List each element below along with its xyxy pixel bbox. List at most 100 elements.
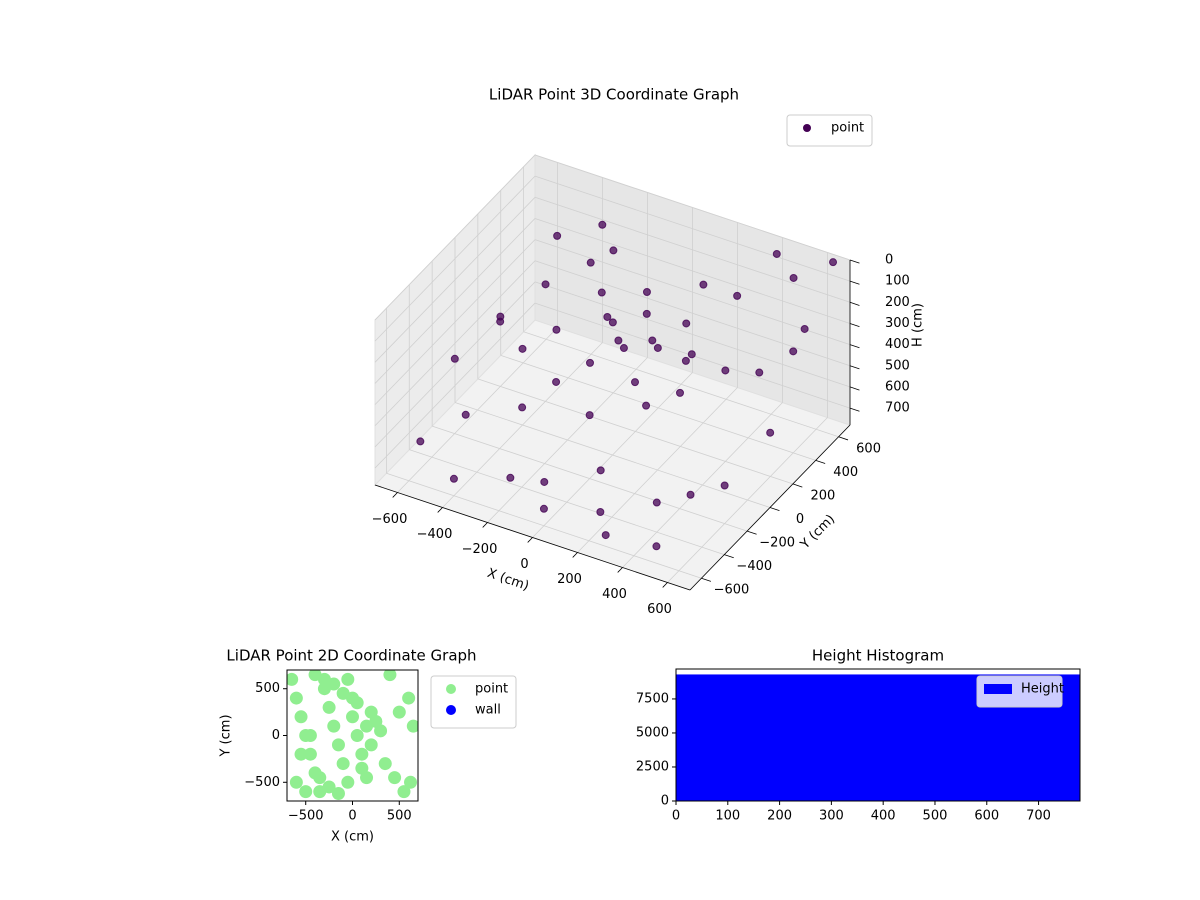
y-axis-line <box>689 424 851 591</box>
data-point <box>287 672 299 686</box>
data-point <box>541 280 550 289</box>
data-point <box>539 504 548 513</box>
data-point <box>642 401 651 410</box>
tick-mark <box>662 582 668 588</box>
legend-label: wall <box>475 703 501 718</box>
data-point <box>585 411 594 420</box>
tick-mark <box>392 492 398 498</box>
y-tick-label: −200 <box>759 536 795 551</box>
x-tick-label: −600 <box>372 512 408 527</box>
tick-mark <box>849 407 860 412</box>
data-point <box>586 358 594 367</box>
data-point <box>789 273 798 282</box>
y-tick-label: 400 <box>833 465 858 480</box>
data-point <box>552 377 561 386</box>
grid-line <box>409 449 725 556</box>
grid-line <box>500 354 816 461</box>
data-point <box>313 771 327 785</box>
data-point <box>653 343 662 352</box>
data-point <box>766 428 775 437</box>
data-point <box>596 466 605 475</box>
grid-line <box>534 196 851 303</box>
legend-marker <box>446 705 456 715</box>
x-tick-label: 500 <box>387 809 412 824</box>
data-point <box>699 280 708 289</box>
z-tick-label: 700 <box>885 401 910 416</box>
data-point <box>402 691 416 705</box>
tick-mark <box>792 483 803 488</box>
data-point <box>331 787 345 801</box>
data-point <box>364 738 378 752</box>
x-tick-label: −400 <box>417 527 453 542</box>
grid-line <box>374 239 536 405</box>
grid-line <box>374 218 536 384</box>
data-point <box>586 258 595 267</box>
data-point <box>800 324 809 333</box>
data-point <box>601 531 610 540</box>
grid-line <box>374 302 536 469</box>
data-point <box>553 231 562 240</box>
x-axis-line <box>374 484 691 591</box>
grid-line <box>534 154 851 261</box>
tick-mark <box>849 323 860 327</box>
data-point <box>322 700 336 714</box>
tick-mark <box>849 301 860 306</box>
data-point <box>608 318 617 327</box>
legend-marker <box>803 124 811 132</box>
tick-mark <box>849 365 860 370</box>
x-tick-label: 0 <box>520 557 528 572</box>
data-point <box>355 747 369 761</box>
z-tick-label: 500 <box>885 358 910 373</box>
legend-label: point <box>475 682 508 697</box>
grid-line <box>534 281 851 388</box>
tick-mark <box>849 280 860 285</box>
z-tick-label: 100 <box>885 274 910 289</box>
grid-line <box>374 260 536 427</box>
x-tick-label: −500 <box>288 809 324 824</box>
data-point <box>299 785 313 799</box>
legend-marker <box>446 684 456 694</box>
data-point <box>720 481 729 490</box>
data-point <box>596 508 605 517</box>
x-tick-label: 600 <box>974 809 999 824</box>
data-point <box>294 710 308 724</box>
tick-mark <box>724 554 734 559</box>
data-point <box>327 719 341 733</box>
data-point <box>652 498 661 507</box>
legend-label: point <box>831 121 864 136</box>
x-tick-label: 400 <box>602 587 627 602</box>
grid-line <box>534 239 851 345</box>
data-point <box>631 378 639 387</box>
y-tick-label: −600 <box>714 583 750 598</box>
y-tick-label: 5000 <box>636 725 669 740</box>
data-point <box>648 336 657 345</box>
grid-line <box>374 197 536 363</box>
tick-mark <box>747 530 757 535</box>
x-tick-label: 200 <box>557 572 582 587</box>
data-point <box>360 771 374 785</box>
data-point <box>327 677 341 691</box>
data-point <box>603 312 612 321</box>
data-point <box>416 437 425 446</box>
y-tick-label: −400 <box>736 559 772 574</box>
tick-mark <box>701 577 712 582</box>
grid-line <box>374 154 536 321</box>
data-point <box>383 670 397 682</box>
y-tick-label: 200 <box>810 488 835 503</box>
data-point <box>755 368 764 377</box>
data-point <box>687 350 696 359</box>
data-point <box>303 729 317 742</box>
data-point <box>350 696 364 710</box>
y-tick-label: 7500 <box>636 691 669 706</box>
y-tick-label: 500 <box>255 681 280 696</box>
grid-line <box>477 378 793 485</box>
grid-line <box>432 425 748 532</box>
data-point <box>294 747 308 761</box>
data-point <box>619 344 628 353</box>
grid-line <box>523 331 839 438</box>
data-point <box>374 724 388 738</box>
y-axis-label: Y (cm) <box>219 714 234 757</box>
x-tick-label: 700 <box>1026 809 1051 824</box>
grid-line <box>374 175 536 342</box>
grid-line <box>534 218 851 324</box>
